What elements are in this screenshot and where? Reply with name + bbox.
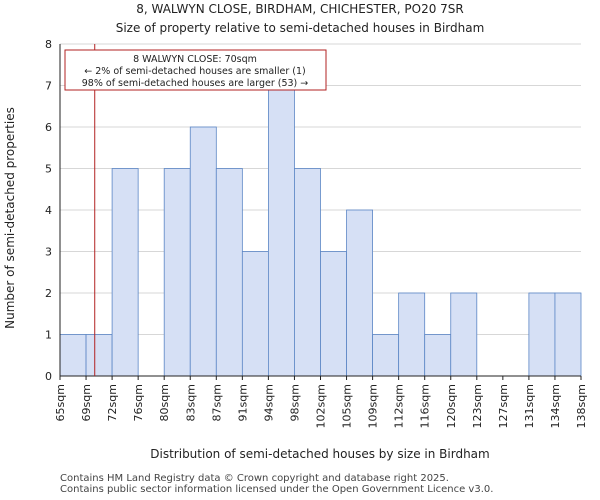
- y-tick-label: 0: [45, 370, 52, 383]
- y-tick-label: 8: [45, 38, 52, 51]
- annotation-line1: 8 WALWYN CLOSE: 70sqm: [133, 54, 257, 65]
- footer-line1: Contains HM Land Registry data © Crown c…: [60, 473, 449, 484]
- x-tick-label: 94sqm: [262, 384, 275, 421]
- x-axis-label: Distribution of semi-detached houses by …: [150, 447, 489, 461]
- x-tick-label: 116sqm: [419, 384, 432, 428]
- bar: [528, 292, 556, 377]
- y-tick-label: 7: [45, 80, 52, 93]
- y-axis-label: Number of semi-detached properties: [3, 107, 17, 329]
- x-tick-label: 69sqm: [80, 384, 93, 421]
- bar: [398, 292, 426, 377]
- y-tick-label: 2: [45, 287, 52, 300]
- y-tick-labels: 0 1 2 3 4 5 6 7 8: [45, 38, 52, 383]
- x-tick-labels: 65sqm 69sqm 72sqm 76sqm 80sqm 83sqm 87sqm 91sqm…: [54, 376, 588, 428]
- annotation-line3: 98% of semi-detached houses are larger (…: [82, 78, 309, 89]
- bar: [163, 168, 191, 377]
- x-tick-label: 98sqm: [288, 384, 301, 421]
- x-tick-label: 105sqm: [341, 384, 354, 428]
- x-tick-label: 138sqm: [575, 384, 588, 428]
- y-tick-label: 3: [45, 246, 52, 259]
- annotation-box: 8 WALWYN CLOSE: 70sqm ← 2% of semi-detac…: [64, 49, 327, 91]
- x-tick-label: 102sqm: [315, 384, 328, 428]
- chart-title-line1: 8, WALWYN CLOSE, BIRDHAM, CHICHESTER, PO…: [136, 2, 464, 16]
- bar: [346, 209, 373, 377]
- bar: [424, 334, 452, 377]
- bar: [267, 85, 295, 377]
- bar: [189, 126, 217, 377]
- y-tick-label: 6: [45, 121, 52, 134]
- x-tick-label: 87sqm: [210, 384, 223, 421]
- chart-title-line2: Size of property relative to semi-detach…: [116, 21, 485, 35]
- x-tick-label: 80sqm: [158, 384, 171, 421]
- x-tick-label: 134sqm: [549, 384, 562, 428]
- bar: [59, 334, 87, 377]
- x-tick-label: 131sqm: [523, 384, 536, 428]
- y-tick-label: 5: [45, 163, 52, 176]
- bar: [450, 292, 478, 377]
- x-tick-label: 120sqm: [445, 384, 458, 428]
- x-tick-label: 123sqm: [471, 384, 484, 428]
- bar: [554, 292, 582, 377]
- bar: [241, 251, 269, 377]
- bar: [372, 334, 400, 377]
- x-tick-label: 91sqm: [236, 384, 249, 421]
- bar: [294, 168, 321, 377]
- x-tick-label: 83sqm: [184, 384, 197, 421]
- bar: [85, 334, 113, 377]
- footer-line2: Contains public sector information licen…: [60, 484, 494, 495]
- y-tick-label: 4: [45, 204, 52, 217]
- x-tick-label: 76sqm: [132, 384, 145, 421]
- annotation-line2: ← 2% of semi-detached houses are smaller…: [84, 66, 305, 77]
- x-tick-label: 112sqm: [393, 384, 406, 428]
- x-tick-label: 72sqm: [106, 384, 119, 421]
- bar: [215, 168, 243, 377]
- x-tick-label: 127sqm: [497, 384, 510, 428]
- x-tick-label: 109sqm: [367, 384, 380, 428]
- y-tick-label: 1: [45, 329, 52, 342]
- x-tick-label: 65sqm: [54, 384, 67, 421]
- footer: Contains HM Land Registry data © Crown c…: [60, 473, 493, 495]
- bar: [111, 168, 139, 377]
- bars: [59, 85, 582, 377]
- bar: [320, 251, 347, 377]
